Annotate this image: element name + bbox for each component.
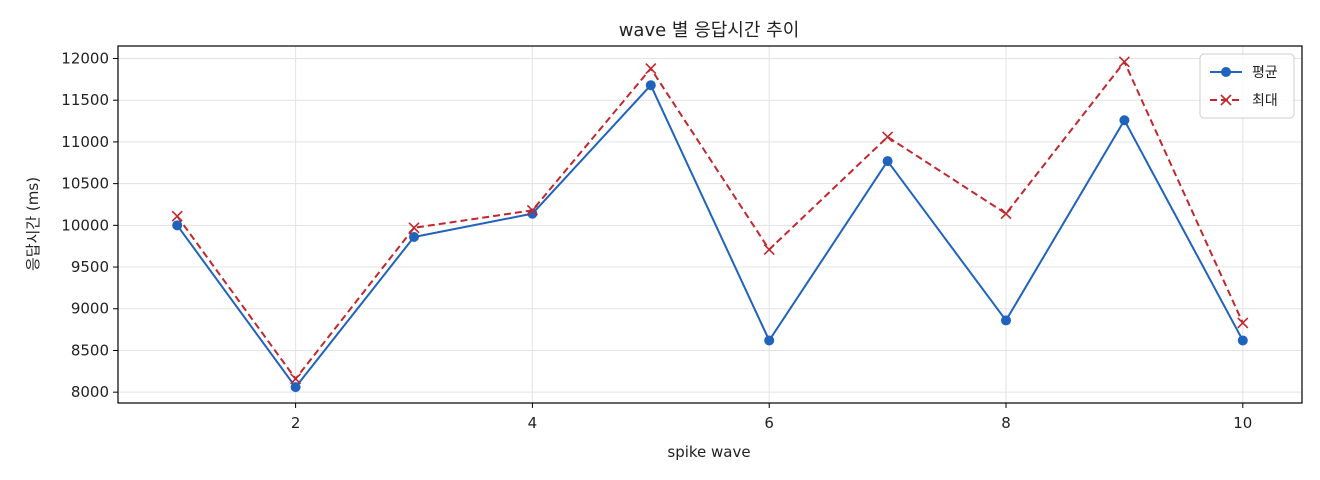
legend-marker (1221, 67, 1231, 77)
data-point (408, 222, 420, 234)
x-tick-label: 10 (1233, 414, 1252, 432)
x-tick-label: 6 (764, 414, 774, 432)
y-tick-label: 9000 (71, 300, 109, 318)
data-point (1000, 208, 1012, 220)
y-tick-label: 11000 (61, 133, 109, 151)
data-point (171, 210, 183, 222)
y-tick-label: 9500 (71, 258, 109, 276)
grid-lines (118, 46, 1302, 403)
data-point (763, 243, 775, 256)
y-tick-label: 10000 (61, 216, 109, 234)
legend-marker (1220, 94, 1232, 106)
data-point (1119, 115, 1130, 126)
series-layer (171, 56, 1249, 393)
chart-title: wave 별 응답시간 추이 (619, 20, 800, 41)
data-point (290, 373, 302, 385)
series-line (176, 84, 1244, 389)
x-tick-label: 2 (291, 414, 301, 432)
data-point (882, 156, 893, 167)
data-point (1118, 56, 1130, 68)
x-axis-title: spike wave (667, 443, 750, 461)
y-axis-title: 응답시간 (ms) (24, 177, 42, 271)
x-tick-label: 4 (528, 414, 538, 432)
data-point (1001, 315, 1011, 326)
legend-item: 최대 (1210, 93, 1278, 109)
y-tick-label: 12000 (61, 50, 109, 68)
series-line (176, 60, 1244, 380)
data-point (764, 335, 775, 346)
data-point (1237, 317, 1249, 329)
data-point (172, 220, 183, 231)
legend-box (1199, 53, 1295, 119)
legend-item: 평균 (1210, 65, 1278, 81)
plot-frame (117, 45, 1303, 404)
data-point (1237, 335, 1248, 346)
y-tick-label: 10500 (61, 175, 109, 193)
legend-label: 최대 (1252, 93, 1278, 109)
series-average (172, 80, 1248, 393)
x-tick-label: 8 (1001, 414, 1011, 432)
data-point (526, 204, 538, 216)
y-axis-ticks: 8000 8500 9000 9500 10000 10500 11000 11500 1200… (61, 50, 118, 401)
data-point (409, 232, 419, 243)
y-tick-label: 8500 (71, 341, 109, 359)
data-point (645, 62, 657, 75)
x-axis-ticks: 2 4 6 8 10 (291, 403, 1252, 432)
series-maximum (171, 56, 1249, 385)
legend-label: 평균 (1252, 65, 1278, 81)
y-tick-label: 8000 (71, 383, 109, 401)
data-point (882, 131, 894, 143)
data-point (290, 382, 301, 393)
data-point (645, 80, 656, 91)
y-tick-label: 11500 (61, 91, 109, 109)
